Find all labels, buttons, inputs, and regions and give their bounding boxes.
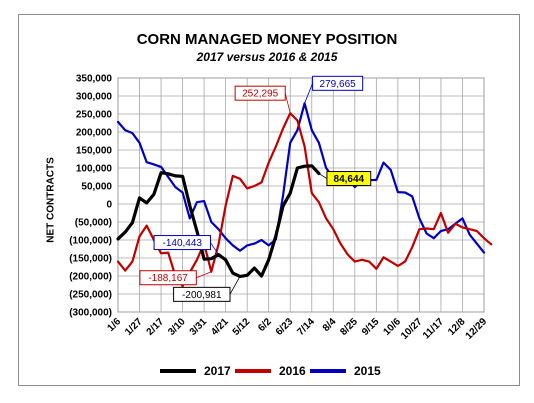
y-tick-label: 200,000 (76, 128, 113, 139)
x-tick-label: 1/27 (123, 316, 145, 338)
y-tick-label: 300,000 (76, 92, 113, 103)
annotation-box (139, 270, 197, 286)
legend-item-2015: 2015 (310, 364, 381, 378)
annotation-box (312, 75, 364, 91)
legend-label-2017: 2017 (204, 364, 231, 378)
y-tick-label: (50,000) (75, 218, 112, 229)
y-tick-label: 100,000 (76, 164, 113, 175)
x-tick-label: 7/14 (295, 316, 317, 338)
x-tick-label: 9/15 (360, 316, 382, 338)
annotation-box (234, 85, 286, 101)
x-tick-label: 10/27 (399, 316, 425, 342)
x-tick-label: 1/6 (106, 316, 124, 334)
y-tick-label: (250,000) (69, 290, 112, 301)
series-line-2015 (116, 102, 486, 254)
legend-label-2015: 2015 (354, 364, 381, 378)
chart-subtitle: 2017 versus 2016 & 2015 (196, 50, 338, 64)
legend-swatch-2016 (235, 369, 271, 373)
y-tick-label: 250,000 (76, 110, 113, 121)
annotation-leader (318, 173, 328, 179)
x-tick-label: 3/10 (166, 316, 188, 338)
annotation-box (153, 235, 211, 251)
x-tick-label: 4/21 (209, 316, 231, 338)
legend-swatch-2017 (160, 369, 196, 373)
annotation-leader (196, 271, 212, 279)
legend-item-2016: 2016 (235, 364, 306, 378)
x-tick-label: 6/2 (256, 316, 274, 334)
x-tick-label: 5/12 (231, 316, 253, 338)
chart-title: CORN MANAGED MONEY POSITION (136, 31, 398, 48)
x-tick-label: 2/17 (145, 316, 167, 338)
annotation-label: -200,981 (182, 290, 222, 301)
y-tick-label: (200,000) (69, 272, 112, 283)
annotation-label: -188,167 (148, 273, 188, 284)
x-tick-label: 3/31 (188, 316, 210, 338)
annotation-leader (210, 242, 219, 255)
legend-swatch-2015 (310, 369, 346, 373)
x-tick-label: 12/29 (464, 316, 490, 342)
annotation-box (173, 286, 231, 302)
y-tick-label: 350,000 (76, 74, 113, 85)
y-tick-label: 150,000 (76, 146, 113, 157)
x-tick-label: 8/4 (321, 316, 339, 334)
y-tick-label: 0 (106, 200, 112, 211)
annotation-leader (284, 93, 291, 114)
annotation-box (326, 171, 372, 187)
legend-item-2017: 2017 (160, 364, 231, 378)
y-tick-label: (150,000) (69, 254, 112, 265)
annotation-label: 84,644 (334, 174, 365, 185)
series-line-2017 (116, 164, 321, 278)
annotation-leader (229, 276, 241, 295)
x-tick-label: 8/25 (338, 316, 360, 338)
annotation-leader (304, 83, 313, 104)
y-tick-label: (300,000) (69, 308, 112, 319)
x-tick-label: 6/23 (274, 316, 296, 338)
x-tick-label: 11/17 (421, 316, 446, 341)
y-tick-label: 50,000 (81, 182, 112, 193)
annotation-label: 252,295 (242, 89, 279, 100)
annotation-label: -140,443 (163, 238, 203, 249)
y-tick-label: (100,000) (69, 236, 112, 247)
legend-label-2016: 2016 (279, 364, 306, 378)
annotation-label: 279,665 (320, 79, 357, 90)
